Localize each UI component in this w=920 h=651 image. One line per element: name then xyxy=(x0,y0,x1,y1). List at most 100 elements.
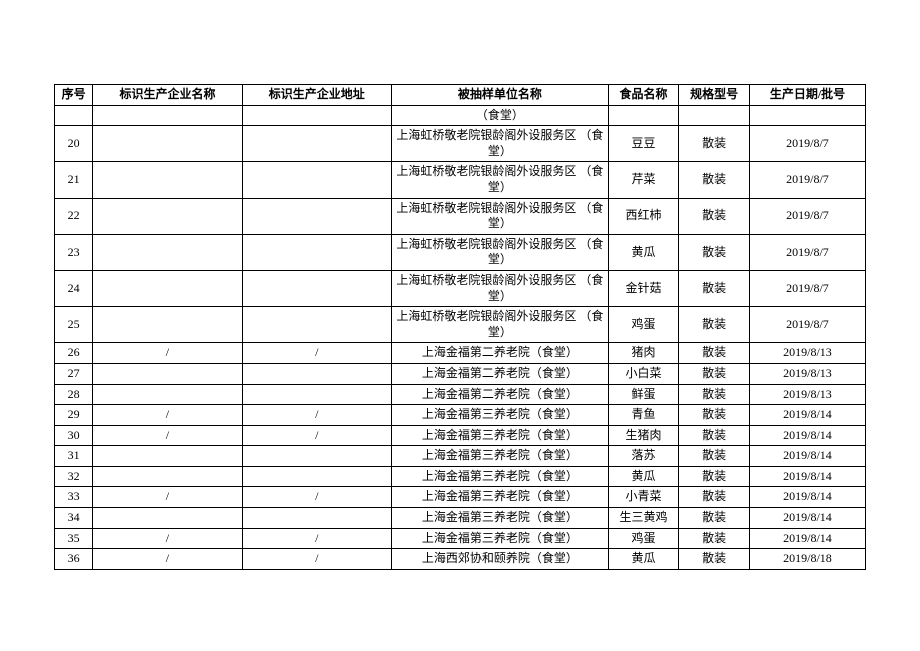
cell-food: 生三黄鸡 xyxy=(608,508,679,529)
cell-food: 西红柿 xyxy=(608,198,679,234)
cell-spec: 散装 xyxy=(679,466,750,487)
cell-seq: 35 xyxy=(55,528,93,549)
cell-seq: 29 xyxy=(55,405,93,426)
cell-ent xyxy=(93,466,242,487)
cell-seq: 26 xyxy=(55,343,93,364)
cell-ent xyxy=(93,105,242,126)
cell-date: 2019/8/14 xyxy=(749,528,865,549)
cell-ent xyxy=(93,384,242,405)
cell-food: 猪肉 xyxy=(608,343,679,364)
cell-food: 黄瓜 xyxy=(608,549,679,570)
cell-addr xyxy=(242,198,391,234)
cell-seq: 30 xyxy=(55,425,93,446)
cell-addr xyxy=(242,234,391,270)
cell-seq: 24 xyxy=(55,270,93,306)
cell-date: 2019/8/14 xyxy=(749,508,865,529)
cell-date: 2019/8/14 xyxy=(749,425,865,446)
table-row: 27上海金福第二养老院（食堂）小白菜散装2019/8/13 xyxy=(55,363,866,384)
col-header-spec: 规格型号 xyxy=(679,85,750,106)
cell-addr: / xyxy=(242,487,391,508)
cell-spec: 散装 xyxy=(679,384,750,405)
cell-date: 2019/8/14 xyxy=(749,446,865,467)
cell-ent: / xyxy=(93,487,242,508)
cell-seq: 36 xyxy=(55,549,93,570)
cell-seq: 32 xyxy=(55,466,93,487)
table-row: 23上海虹桥敬老院银龄阁外设服务区 （食堂）黄瓜散装2019/8/7 xyxy=(55,234,866,270)
table-row: 29//上海金福第三养老院（食堂）青鱼散装2019/8/14 xyxy=(55,405,866,426)
cell-ent xyxy=(93,126,242,162)
table-row: 31上海金福第三养老院（食堂）落苏散装2019/8/14 xyxy=(55,446,866,467)
cell-seq: 28 xyxy=(55,384,93,405)
cell-sampled: 上海金福第二养老院（食堂） xyxy=(391,384,608,405)
cell-sampled: 上海西郊协和颐养院（食堂） xyxy=(391,549,608,570)
cell-sampled: 上海虹桥敬老院银龄阁外设服务区 （食堂） xyxy=(391,162,608,198)
table-container: 序号标识生产企业名称标识生产企业地址被抽样单位名称食品名称规格型号生产日期/批号… xyxy=(0,0,920,610)
cell-sampled: 上海金福第三养老院（食堂） xyxy=(391,528,608,549)
cell-sampled: 上海虹桥敬老院银龄阁外设服务区 （食堂） xyxy=(391,307,608,343)
cell-food: 金针菇 xyxy=(608,270,679,306)
cell-sampled: 上海虹桥敬老院银龄阁外设服务区 （食堂） xyxy=(391,126,608,162)
col-header-addr: 标识生产企业地址 xyxy=(242,85,391,106)
table-row: 22上海虹桥敬老院银龄阁外设服务区 （食堂）西红柿散装2019/8/7 xyxy=(55,198,866,234)
cell-spec: 散装 xyxy=(679,528,750,549)
cell-seq: 31 xyxy=(55,446,93,467)
cell-spec: 散装 xyxy=(679,126,750,162)
cell-spec: 散装 xyxy=(679,363,750,384)
cell-spec: 散装 xyxy=(679,198,750,234)
cell-sampled: 上海金福第三养老院（食堂） xyxy=(391,405,608,426)
cell-spec: 散装 xyxy=(679,446,750,467)
cell-spec: 散装 xyxy=(679,162,750,198)
cell-ent xyxy=(93,234,242,270)
cell-date: 2019/8/7 xyxy=(749,198,865,234)
cell-ent xyxy=(93,162,242,198)
cell-food: 鸡蛋 xyxy=(608,528,679,549)
cell-addr xyxy=(242,307,391,343)
cell-food: 青鱼 xyxy=(608,405,679,426)
table-row: 25上海虹桥敬老院银龄阁外设服务区 （食堂）鸡蛋散装2019/8/7 xyxy=(55,307,866,343)
table-row: 20上海虹桥敬老院银龄阁外设服务区 （食堂）豆豆散装2019/8/7 xyxy=(55,126,866,162)
cell-date: 2019/8/7 xyxy=(749,307,865,343)
cell-addr: / xyxy=(242,528,391,549)
cell-spec: 散装 xyxy=(679,425,750,446)
table-row: （食堂） xyxy=(55,105,866,126)
cell-spec: 散装 xyxy=(679,405,750,426)
cell-date: 2019/8/7 xyxy=(749,234,865,270)
cell-sampled: 上海金福第三养老院（食堂） xyxy=(391,425,608,446)
cell-seq: 25 xyxy=(55,307,93,343)
cell-sampled: 上海金福第三养老院（食堂） xyxy=(391,466,608,487)
header-row: 序号标识生产企业名称标识生产企业地址被抽样单位名称食品名称规格型号生产日期/批号 xyxy=(55,85,866,106)
cell-sampled: 上海金福第二养老院（食堂） xyxy=(391,343,608,364)
cell-ent xyxy=(93,446,242,467)
cell-food: 鲜蛋 xyxy=(608,384,679,405)
cell-ent: / xyxy=(93,405,242,426)
col-header-date: 生产日期/批号 xyxy=(749,85,865,106)
cell-date xyxy=(749,105,865,126)
cell-ent xyxy=(93,508,242,529)
cell-spec xyxy=(679,105,750,126)
sampling-table: 序号标识生产企业名称标识生产企业地址被抽样单位名称食品名称规格型号生产日期/批号… xyxy=(54,84,866,570)
cell-addr: / xyxy=(242,405,391,426)
cell-addr xyxy=(242,162,391,198)
cell-spec: 散装 xyxy=(679,549,750,570)
cell-sampled: 上海金福第三养老院（食堂） xyxy=(391,508,608,529)
cell-food: 黄瓜 xyxy=(608,234,679,270)
col-header-food: 食品名称 xyxy=(608,85,679,106)
table-row: 34上海金福第三养老院（食堂）生三黄鸡散装2019/8/14 xyxy=(55,508,866,529)
cell-food: 黄瓜 xyxy=(608,466,679,487)
cell-spec: 散装 xyxy=(679,508,750,529)
cell-ent: / xyxy=(93,549,242,570)
cell-sampled: （食堂） xyxy=(391,105,608,126)
table-row: 35//上海金福第三养老院（食堂）鸡蛋散装2019/8/14 xyxy=(55,528,866,549)
cell-ent xyxy=(93,270,242,306)
table-row: 28上海金福第二养老院（食堂）鲜蛋散装2019/8/13 xyxy=(55,384,866,405)
cell-addr xyxy=(242,446,391,467)
cell-seq: 22 xyxy=(55,198,93,234)
table-row: 30//上海金福第三养老院（食堂）生猪肉散装2019/8/14 xyxy=(55,425,866,446)
cell-ent xyxy=(93,198,242,234)
cell-food: 豆豆 xyxy=(608,126,679,162)
cell-date: 2019/8/14 xyxy=(749,405,865,426)
cell-sampled: 上海金福第二养老院（食堂） xyxy=(391,363,608,384)
cell-date: 2019/8/13 xyxy=(749,363,865,384)
table-body: （食堂）20上海虹桥敬老院银龄阁外设服务区 （食堂）豆豆散装2019/8/721… xyxy=(55,105,866,569)
cell-sampled: 上海金福第三养老院（食堂） xyxy=(391,446,608,467)
